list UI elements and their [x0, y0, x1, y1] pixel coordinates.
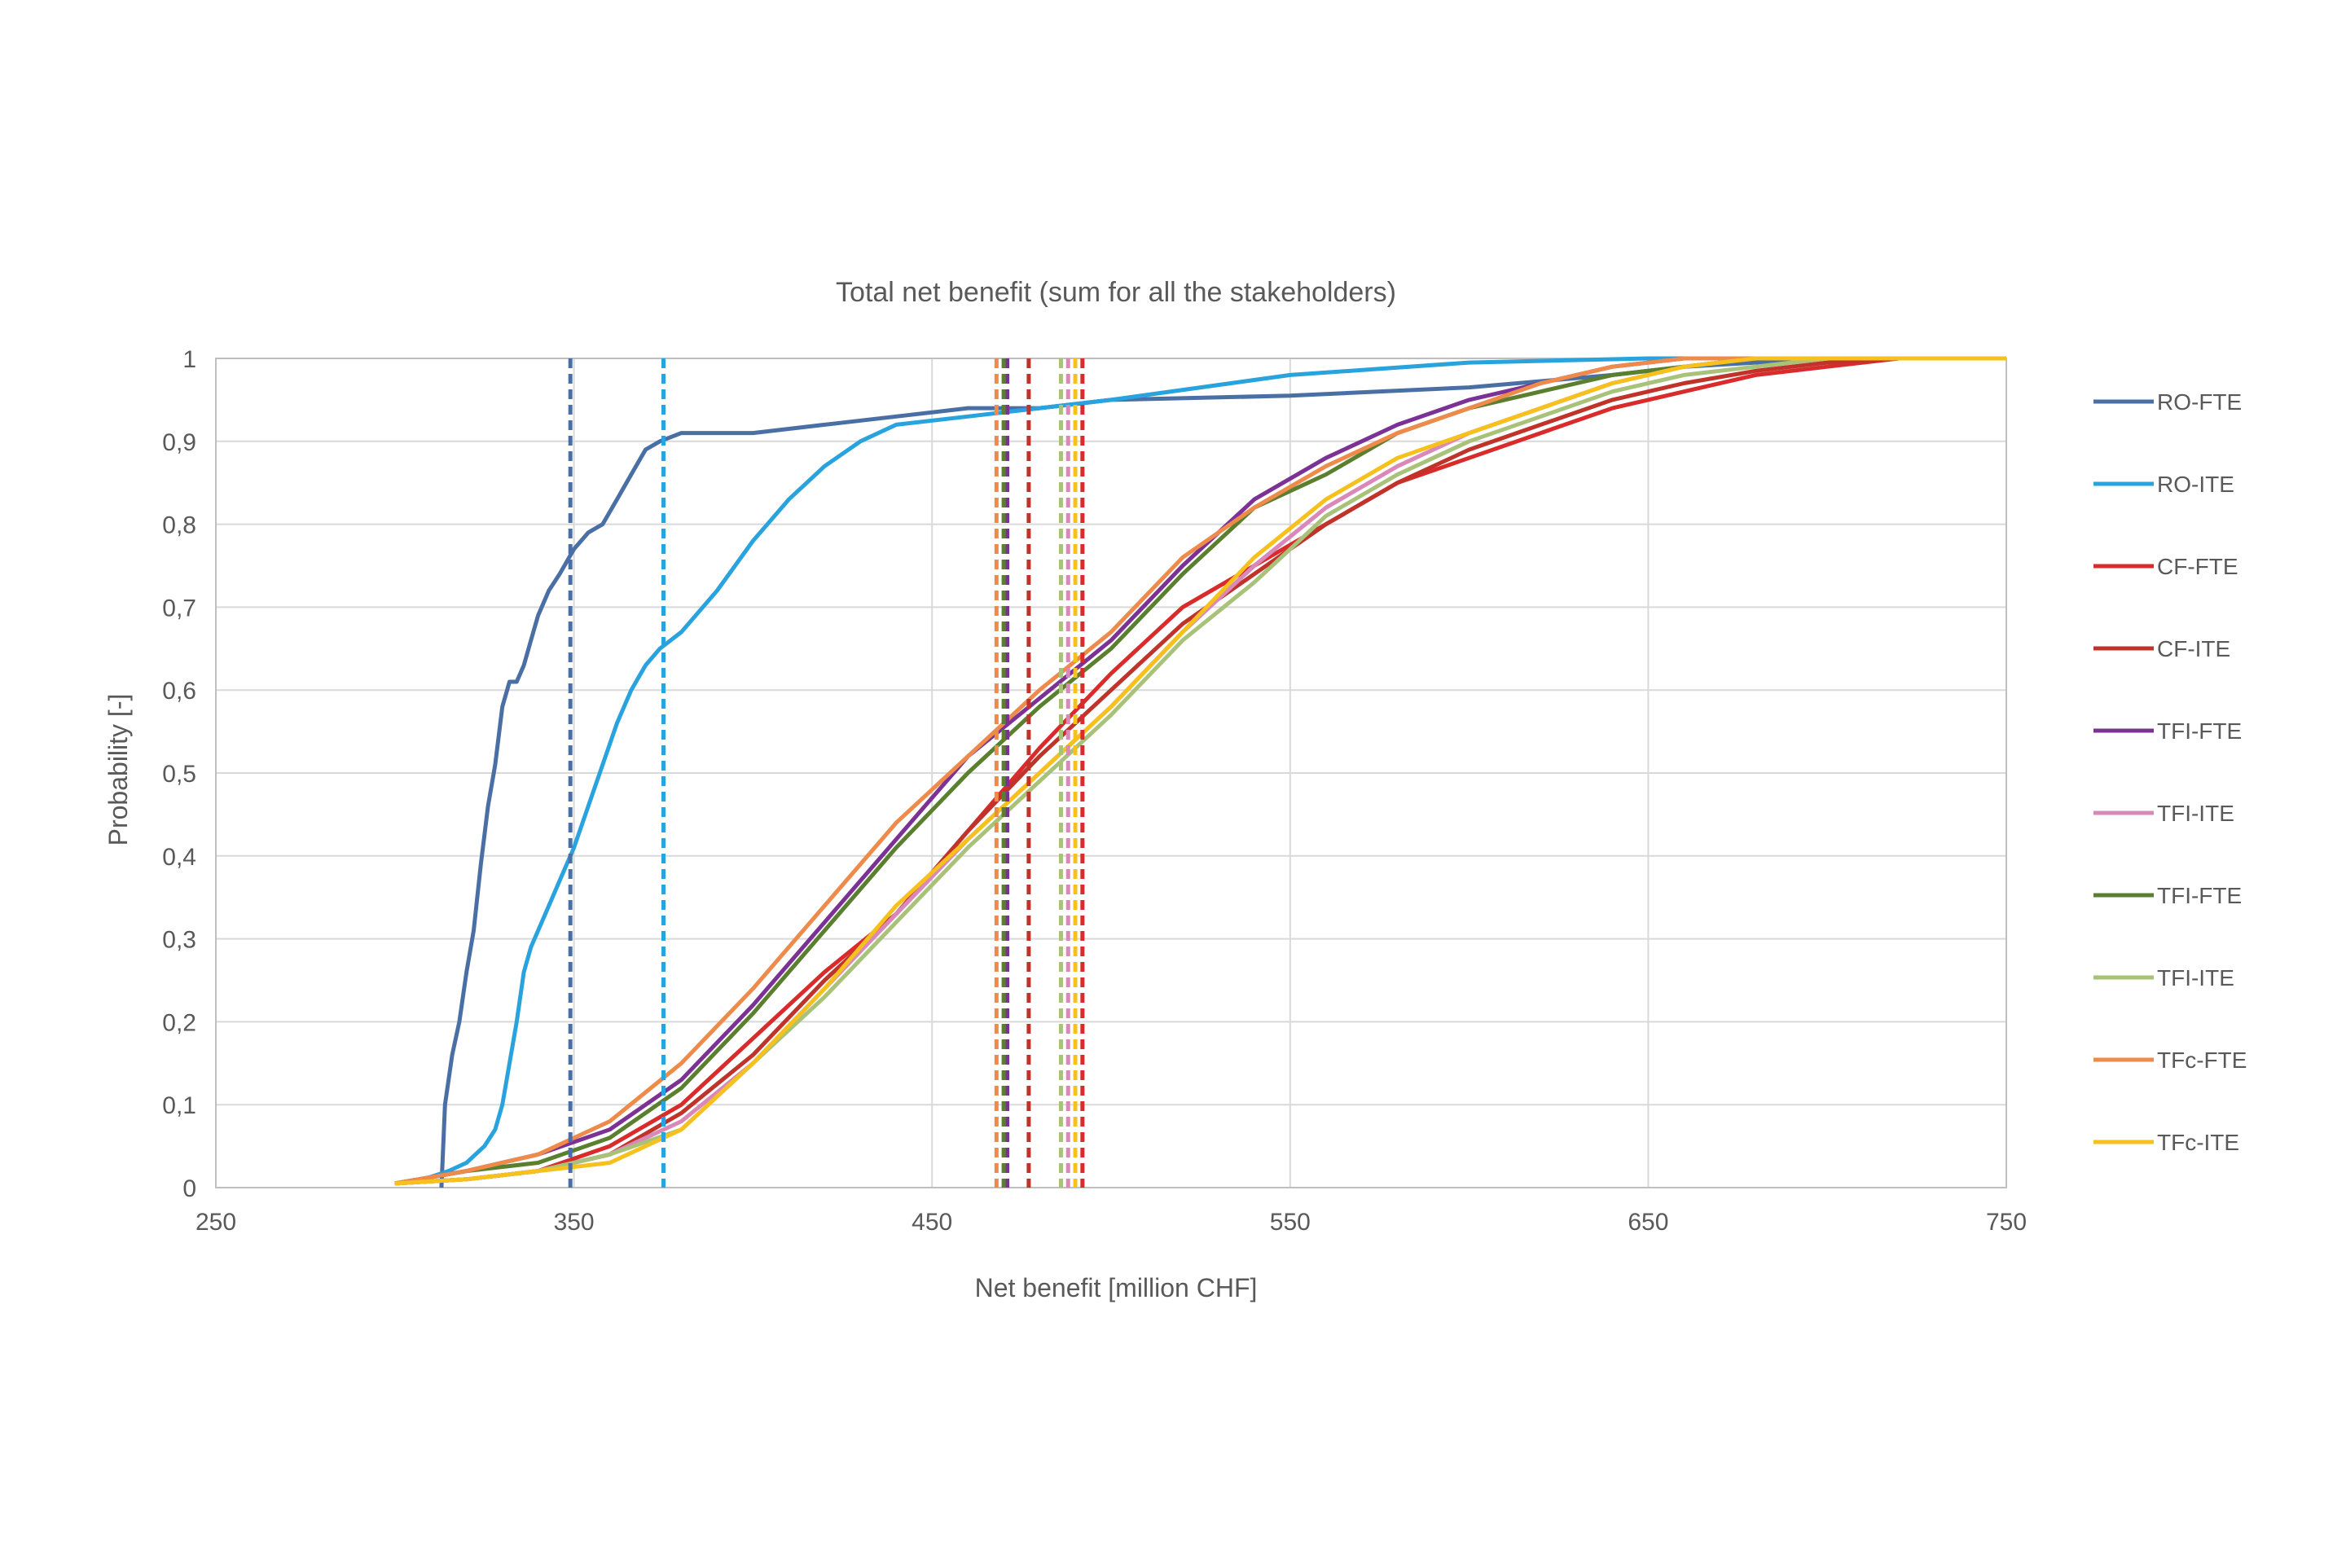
- y-axis-label: Probability [-]: [103, 694, 133, 846]
- legend-label: TFI-ITE: [2157, 965, 2234, 990]
- legend-label: RO-FTE: [2157, 389, 2242, 415]
- plot-area-border: [215, 358, 2007, 1188]
- legend-label: TFI-ITE: [2157, 801, 2234, 826]
- y-tick-label: 0,2: [162, 1009, 196, 1036]
- x-tick-label: 650: [1628, 1209, 1668, 1236]
- series-line-tfi-ite-7: [394, 356, 2006, 1186]
- y-tick-label: 0,1: [162, 1092, 196, 1119]
- chart-title: Total net benefit (sum for all the stake…: [836, 277, 1396, 308]
- x-tick-label: 350: [554, 1209, 595, 1236]
- axis-layer: 0 0,1 0,2 0,3 0,4 0,5 0,6 0,7 0,8 0,9 1 250 350 450 55…: [162, 346, 2027, 1236]
- y-tick-label: 0,8: [162, 512, 196, 539]
- legend-label: CF-FTE: [2157, 554, 2238, 579]
- legend-label: TFc-FTE: [2157, 1048, 2247, 1073]
- series-line-ro-ite-1: [423, 356, 2006, 1182]
- series-line-tfi-fte-6: [394, 356, 2006, 1186]
- series-line-tfi-fte-4: [394, 356, 2006, 1186]
- y-tick-label: 0,6: [162, 678, 196, 705]
- series-line-cf-ite-3: [394, 356, 2006, 1186]
- y-tick-label: 0: [182, 1175, 196, 1202]
- legend-label: RO-ITE: [2157, 472, 2234, 497]
- series-layer: [394, 356, 2006, 1188]
- legend-label: TFc-ITE: [2157, 1130, 2239, 1155]
- y-tick-label: 0,9: [162, 429, 196, 456]
- x-tick-label: 250: [196, 1209, 236, 1236]
- series-line-tfi-ite-5: [394, 356, 2006, 1186]
- series-line-ro-fte-0: [439, 356, 2006, 1188]
- x-tick-label: 550: [1270, 1209, 1311, 1236]
- x-tick-label: 450: [912, 1209, 952, 1236]
- y-tick-label: 0,7: [162, 595, 196, 621]
- legend-label: TFI-FTE: [2157, 718, 2242, 744]
- series-line-tfc-ite-9: [394, 356, 2006, 1186]
- series-line-cf-fte-2: [394, 356, 2006, 1186]
- y-tick-label: 1: [182, 346, 196, 373]
- grid-layer: [215, 358, 2007, 1188]
- series-line-tfc-fte-8: [394, 356, 2006, 1186]
- y-tick-label: 0,3: [162, 927, 196, 954]
- x-axis-label: Net benefit [million CHF]: [975, 1273, 1258, 1302]
- y-tick-label: 0,4: [162, 844, 196, 871]
- legend-label: CF-ITE: [2157, 636, 2230, 661]
- legend-label: TFI-FTE: [2157, 883, 2242, 908]
- x-tick-label: 750: [1986, 1209, 2027, 1236]
- legend: RO-FTE RO-ITE CF-FTE CF-ITE TFI-FTE TFI-ITE TF…: [2093, 389, 2247, 1155]
- y-tick-label: 0,5: [162, 761, 196, 788]
